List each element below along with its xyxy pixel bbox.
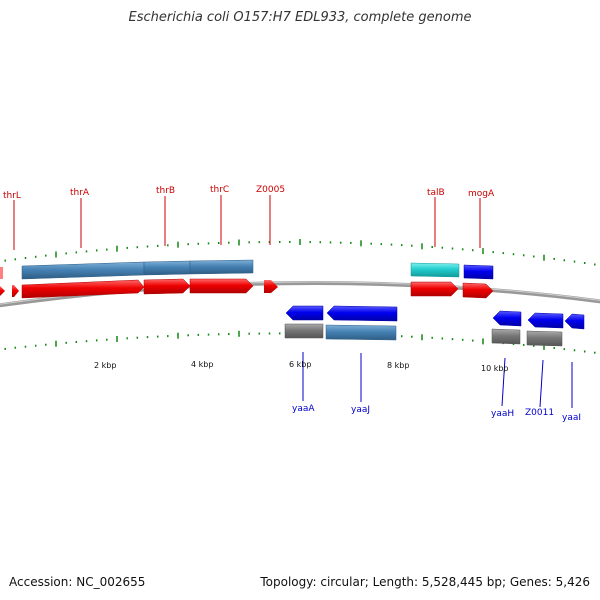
scale-labels: 2 kbp 4 kbp 6 kbp 8 kbp 10 kbp [94,360,509,373]
leader-Z0011 [539,359,544,408]
cds-arrow-thrA[interactable] [21,279,145,299]
gene-bar-yaaJ[interactable] [325,324,397,341]
gene-label-yaaH[interactable]: yaaH [491,409,514,419]
gene-bar-yaaA[interactable] [284,323,324,339]
genome-title: Escherichia coli O157:H7 EDL933, complet… [128,10,472,25]
scale-label-8kbp: 8 kbp [387,361,409,370]
forward-gene-labels: thrL thrA thrB thrC Z0005 talB mogA [3,185,495,250]
gene-bar-thrC[interactable] [189,259,254,275]
leader-yaaH [501,357,506,407]
upper-tick-ring [4,239,596,266]
cds-arrow-yaaA[interactable] [285,305,324,321]
gene-bar-mogA[interactable] [463,264,494,280]
reverse-strand-features [284,305,585,347]
accession-text: Accession: NC_002655 [9,575,146,589]
gene-label-Z0005[interactable]: Z0005 [256,185,285,195]
gene-label-thrC[interactable]: thrC [210,185,229,195]
gene-bar-thrA[interactable] [21,261,145,280]
gene-label-thrB[interactable]: thrB [156,186,175,196]
scale-label-6kbp: 6 kbp [289,360,311,369]
scale-label-10kbp: 10 kbp [481,364,509,373]
gene-bar-edge-left[interactable] [0,267,3,279]
cds-arrow-thrB[interactable] [143,278,191,295]
reverse-gene-labels: yaaA yaaJ yaaH Z0011 yaaI [292,352,581,423]
cds-arrow-yaaI[interactable] [564,313,585,330]
gene-label-yaaA[interactable]: yaaA [292,404,315,414]
cds-arrow-yaaJ[interactable] [326,305,398,322]
gene-label-yaaJ[interactable]: yaaJ [351,405,370,415]
cds-arrow-Z0005[interactable] [264,280,278,293]
gene-bar-talB[interactable] [410,262,460,278]
cds-arrow-edge-left[interactable] [0,286,5,296]
gene-bar-Z0011[interactable] [526,330,563,347]
cds-arrow-yaaH[interactable] [492,310,522,327]
gene-label-thrL[interactable]: thrL [3,191,21,201]
cds-arrow-thrC[interactable] [189,278,254,294]
scale-label-2kbp: 2 kbp [94,361,116,370]
gene-label-talB[interactable]: talB [427,188,445,198]
forward-strand-features [0,259,494,299]
gene-label-mogA[interactable]: mogA [468,189,495,199]
gene-label-Z0011[interactable]: Z0011 [525,408,554,418]
cds-arrow-mogA[interactable] [462,282,494,299]
cds-arrow-talB[interactable] [410,281,459,297]
scale-label-4kbp: 4 kbp [191,360,213,369]
gene-label-thrA[interactable]: thrA [70,188,90,198]
cds-arrow-thrL[interactable] [12,285,19,297]
gene-label-yaaI[interactable]: yaaI [562,413,581,423]
gene-bar-thrB[interactable] [143,260,191,276]
genome-summary-text: Topology: circular; Length: 5,528,445 bp… [260,575,590,589]
gene-bar-yaaH[interactable] [491,328,521,345]
cds-arrow-Z0011[interactable] [527,312,564,329]
